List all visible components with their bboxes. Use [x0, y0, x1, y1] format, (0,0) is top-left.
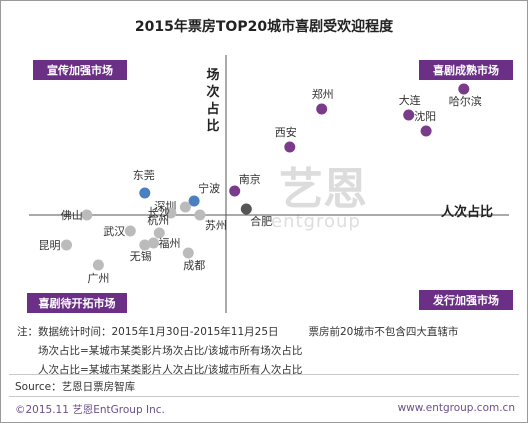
quadrant-box — [27, 293, 127, 313]
watermark-logo: 艺恩 — [279, 164, 367, 215]
scatter-chart: 2015年票房TOP20城市喜剧受欢迎程度 艺恩 entgroup 人次占比 场… — [27, 18, 513, 313]
point-label-12: 佛山 — [61, 209, 83, 222]
point-label-5: 南京 — [239, 172, 261, 186]
point-label-4: 西安 — [275, 125, 297, 139]
quadrant-box — [33, 60, 127, 80]
point-7 — [139, 187, 151, 199]
point-label-15: 福州 — [159, 236, 181, 250]
point-3 — [316, 103, 328, 115]
quadrant-bottom-right: 发行加强市场 — [419, 290, 513, 310]
copyright: ©2015.11 艺恩EntGroup Inc. — [15, 404, 165, 416]
point-label-13: 武汉 — [103, 225, 125, 238]
point-8 — [188, 195, 200, 207]
point-label-7: 东莞 — [133, 169, 155, 182]
point-2 — [420, 125, 432, 137]
quadrant-box — [419, 60, 513, 80]
notes-row-1: 注：数据统计时间：2015年1月30日-2015年11月25日 票房前20城市不包… — [17, 323, 517, 342]
notes-line-3: 人次占比=某城市某类影片人次占比/该城市所有人次占比 — [38, 364, 303, 376]
notes: 注：数据统计时间：2015年1月30日-2015年11月25日 票房前20城市不包… — [17, 323, 517, 380]
point-label-19: 广州 — [87, 272, 109, 285]
quadrant-label: 宣传加强市场 — [47, 63, 113, 77]
watermark-sub: entgroup — [271, 211, 361, 232]
quadrant-top-left: 宣传加强市场 — [33, 60, 127, 80]
x-axis-label: 人次占比 — [441, 204, 493, 220]
data-points: 哈尔滨大连沈阳郑州西安南京合肥东莞宁波深圳长沙苏州佛山武汉杭州福州无锡昆明成都广… — [39, 83, 482, 285]
point-label-6: 合肥 — [250, 214, 272, 228]
point-10 — [165, 207, 177, 219]
quadrant-bottom-left: 喜剧待开拓市场 — [27, 293, 127, 313]
point-label-14: 杭州 — [147, 213, 169, 227]
point-6 — [240, 203, 252, 215]
point-17 — [61, 239, 72, 251]
point-label-8: 宁波 — [198, 181, 220, 195]
point-label-0: 哈尔滨 — [449, 94, 482, 108]
point-15 — [148, 237, 159, 249]
point-label-10: 长沙 — [148, 206, 170, 219]
quadrant-label: 喜剧待开拓市场 — [39, 296, 116, 310]
watermark: 艺恩 entgroup — [271, 164, 367, 232]
point-label-3: 郑州 — [312, 87, 334, 101]
website: www.entgroup.com.cn — [397, 402, 515, 414]
point-16 — [139, 239, 151, 251]
y-axis-label-group: 场次占比 — [206, 68, 219, 134]
point-14 — [153, 227, 165, 239]
point-13 — [124, 225, 136, 237]
point-label-16: 无锡 — [130, 249, 152, 263]
notes-line-1: 数据统计时间：2015年1月30日-2015年11月25日 — [38, 326, 279, 338]
point-18 — [182, 247, 194, 259]
quadrant-top-right: 喜剧成熟市场 — [419, 60, 513, 80]
source: Source：艺恩日票房智库 — [15, 381, 136, 393]
notes-prefix: 注： — [17, 326, 38, 338]
quadrant-label: 喜剧成熟市场 — [433, 63, 499, 77]
y-axis-label: 场次占比 — [206, 68, 219, 134]
point-11 — [194, 209, 206, 221]
divider-top — [9, 374, 519, 375]
notes-line-1-extra: 票房前20城市不包含四大直辖市 — [308, 326, 459, 338]
point-label-11: 苏州 — [205, 219, 227, 232]
point-5 — [229, 185, 241, 197]
quadrant-label: 发行加强市场 — [432, 293, 499, 307]
divider-bottom — [9, 396, 519, 397]
point-0 — [458, 83, 470, 95]
point-label-2: 沈阳 — [414, 109, 436, 123]
quadrant-box — [419, 290, 513, 310]
point-1 — [403, 109, 415, 121]
point-label-17: 昆明 — [39, 239, 61, 252]
chart-title: 2015年票房TOP20城市喜剧受欢迎程度 — [135, 18, 394, 35]
point-label-1: 大连 — [399, 93, 421, 107]
notes-line-2: 场次占比=某城市某类影片场次占比/该城市所有场次占比 — [38, 345, 303, 357]
point-19 — [92, 259, 104, 271]
point-9 — [179, 201, 191, 213]
point-label-18: 成都 — [183, 259, 205, 272]
point-4 — [284, 141, 296, 153]
point-12 — [81, 209, 93, 221]
